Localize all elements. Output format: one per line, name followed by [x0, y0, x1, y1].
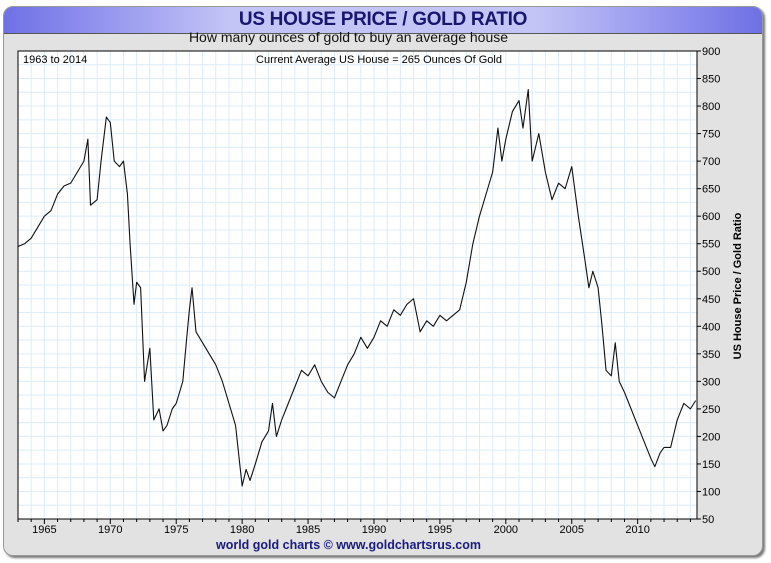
y-tick-label: 100: [702, 486, 720, 498]
x-tick-label: 2010: [625, 524, 649, 536]
x-tick-label: 1995: [428, 524, 452, 536]
y-tick-label: 350: [702, 349, 720, 361]
x-tick-label: 1985: [296, 524, 320, 536]
y-tick-label: 600: [702, 211, 720, 223]
x-tick-label: 2000: [494, 524, 518, 536]
y-tick-label: 300: [702, 376, 720, 388]
y-tick-label: 450: [702, 294, 720, 306]
y-tick-label: 750: [702, 129, 720, 141]
plot-border: [17, 50, 698, 520]
y-tick-label: 200: [702, 431, 720, 443]
x-tick-label: 1990: [362, 524, 386, 536]
date-range-annotation: 1963 to 2014: [23, 54, 87, 66]
data-line: [17, 88, 697, 487]
y-tick-label: 700: [702, 156, 720, 168]
y-tick-label: 800: [702, 101, 720, 113]
x-tick-label: 1970: [98, 524, 122, 536]
y-tick-label: 650: [702, 184, 720, 196]
y-tick-label: 400: [702, 321, 720, 333]
x-tick-label: 2005: [560, 524, 584, 536]
x-tick-label: 1965: [32, 524, 56, 536]
x-tick-label: 1980: [230, 524, 254, 536]
footer-credit: world gold charts © www.goldchartsrus.co…: [215, 538, 482, 552]
current-value-annotation: Current Average US House = 265 Ounces Of…: [256, 54, 502, 66]
y-tick-label: 150: [702, 459, 720, 471]
chart-title: US HOUSE PRICE / GOLD RATIO: [238, 9, 528, 30]
y-tick-label: 500: [702, 266, 720, 278]
y-tick-label: 50: [702, 514, 714, 526]
y-tick-label: 250: [702, 404, 720, 416]
y-tick-label: 850: [702, 74, 720, 86]
x-tick-label: 1975: [164, 524, 188, 536]
y-tick-label: 550: [702, 239, 720, 251]
y-tick-label: 900: [702, 46, 720, 58]
title-bar: US HOUSE PRICE / GOLD RATIO: [4, 7, 762, 34]
chart-subtitle: How many ounces of gold to buy an averag…: [188, 29, 509, 45]
y-axis-label: US House Price / Gold Ratio: [732, 212, 744, 360]
